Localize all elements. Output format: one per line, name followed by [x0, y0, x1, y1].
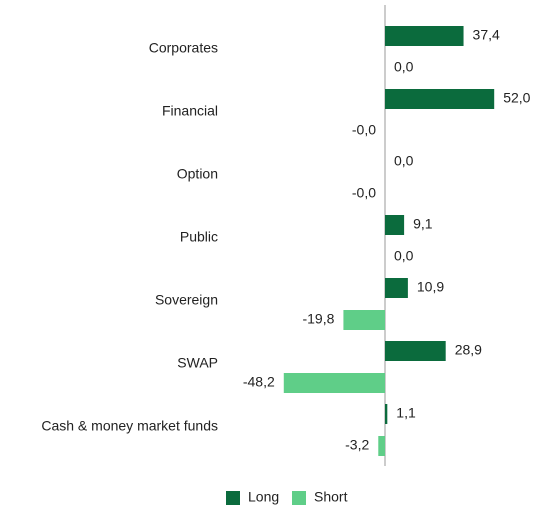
bar — [385, 26, 464, 46]
bar — [385, 215, 405, 235]
value-label: -3,2 — [345, 437, 369, 453]
legend-swatch — [226, 491, 240, 505]
category-label: Sovereign — [155, 292, 218, 308]
legend-label: Long — [248, 489, 279, 505]
value-label: 1,1 — [396, 405, 416, 421]
value-label: 0,0 — [394, 59, 414, 75]
bar — [385, 278, 408, 298]
value-label: 52,0 — [503, 90, 530, 106]
bar — [385, 341, 446, 361]
value-label: 0,0 — [394, 153, 414, 169]
value-label: 9,1 — [413, 216, 433, 232]
category-label: Financial — [162, 103, 218, 119]
category-label: Public — [180, 229, 218, 245]
value-label: 28,9 — [455, 342, 482, 358]
value-label: 37,4 — [473, 27, 500, 43]
bar — [378, 436, 385, 456]
value-label: -19,8 — [302, 311, 334, 327]
category-label: Option — [177, 166, 218, 182]
bar — [283, 373, 385, 393]
value-label: -48,2 — [243, 374, 275, 390]
value-label: -0,0 — [352, 122, 376, 138]
legend-swatch — [292, 491, 306, 505]
value-label: 0,0 — [394, 248, 414, 264]
category-label: Corporates — [149, 40, 218, 56]
bar — [385, 89, 495, 109]
bar — [385, 404, 388, 424]
category-label: SWAP — [177, 355, 218, 371]
value-label: -0,0 — [352, 185, 376, 201]
bar — [343, 310, 385, 330]
legend-label: Short — [314, 489, 348, 505]
value-label: 10,9 — [417, 279, 444, 295]
category-label: Cash & money market funds — [41, 418, 218, 434]
